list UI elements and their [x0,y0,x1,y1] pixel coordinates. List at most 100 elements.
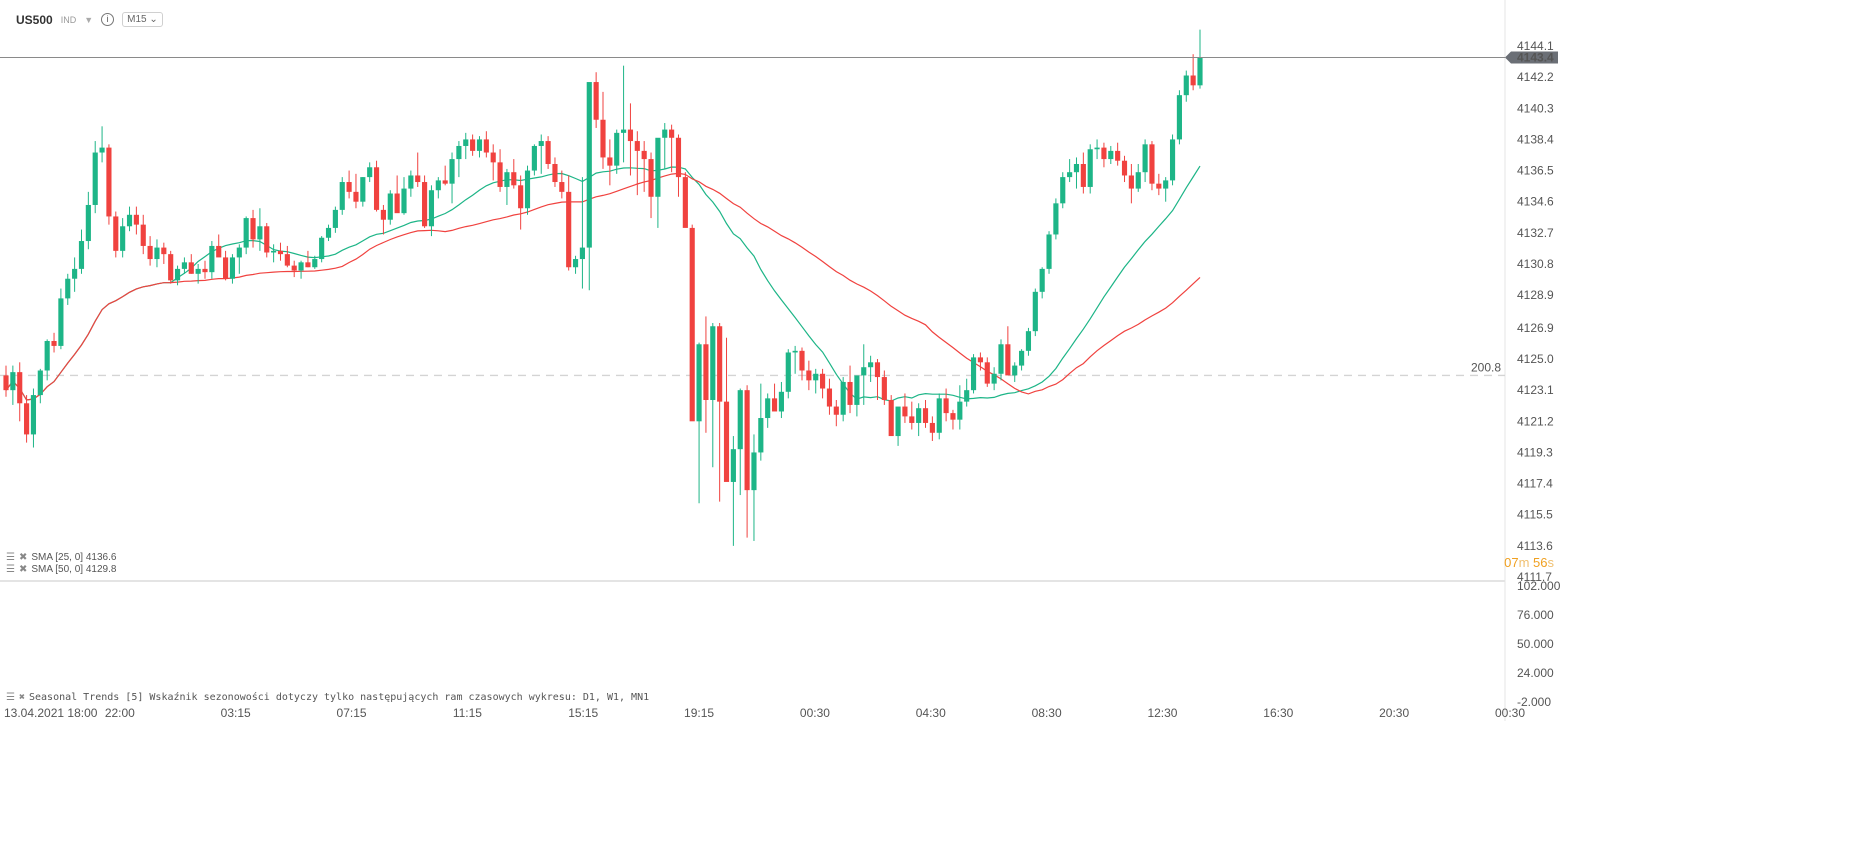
candle-body [758,418,764,453]
candle [1128,164,1134,204]
candle-body [1032,291,1038,332]
candle-body [840,381,846,415]
candle-body [847,381,853,405]
x-tick-label: 20:30 [1379,706,1409,720]
candle-body [744,390,750,491]
candle-body [792,350,798,353]
candle [579,177,585,289]
candle-body [250,218,256,240]
candle-body [737,390,743,450]
candle [675,134,682,197]
candle [202,260,208,279]
settings-icon[interactable]: ☰ [6,564,15,575]
candle [209,241,215,279]
close-icon[interactable]: ✖ [18,692,25,703]
candle [669,124,675,173]
candle-body [730,449,736,482]
candle [1176,90,1182,145]
info-icon[interactable]: i [101,13,115,26]
candle-body [648,159,654,197]
y-tick-label: 4119.3 [1517,445,1553,459]
chart-header: US500 IND ▼ i M15 ⌄ [16,12,163,27]
candle [442,165,448,186]
candle-body [58,298,64,346]
candle-body [1121,160,1128,176]
candle-body [1128,175,1134,189]
candle [339,177,345,215]
caret-down-icon[interactable]: ▼ [84,14,94,25]
candle [977,352,983,371]
candle [868,355,874,382]
candle-body [1135,172,1141,189]
candle [408,170,414,197]
candle [476,136,483,158]
close-icon[interactable]: ✖ [18,552,28,563]
candle-body [572,259,579,268]
candle-body [991,373,997,384]
candle-body [545,141,551,164]
y-tick-label: 4136.5 [1517,164,1554,178]
candle-body [325,227,332,238]
seasonal-label: Seasonal Trends [5] Wskaźnik sezonowości… [29,692,650,703]
candle-body [99,147,105,153]
candle-body [984,362,990,384]
candle [264,223,270,258]
sma50-legend[interactable]: ☰ ✖ SMA [50, 0] 4129.8 [6,564,116,575]
candle-body [998,344,1004,374]
candle-body [909,416,915,423]
y-tick-label: 4123.1 [1517,383,1554,397]
candle [854,375,860,417]
candle-body [1046,234,1052,269]
candle-body [216,245,222,258]
y-tick-label: 4117.4 [1517,477,1553,491]
settings-icon[interactable]: ☰ [6,552,15,563]
countdown-s: s [1547,555,1555,570]
candle [1012,362,1018,382]
candle [785,349,791,399]
candle-body [902,406,908,417]
candle [10,365,16,405]
candle-body [524,170,531,209]
candle [325,224,332,242]
seasonal-legend[interactable]: ☰ ✖ Seasonal Trends [5] Wskaźnik sezonow… [6,692,649,703]
candle-body [669,129,675,138]
x-tick-label: 00:30 [1495,706,1525,720]
candle [470,134,476,156]
candle-body [813,373,819,381]
candle [1019,349,1025,371]
x-tick-label: 15:15 [568,706,598,720]
candle-body [339,182,345,210]
candle-body [188,262,194,274]
candle-body [72,268,78,279]
timeframe-selector[interactable]: M15 ⌄ [122,12,163,27]
candle [552,157,558,187]
y-tick-label: 4144.1 [1517,39,1554,53]
settings-icon[interactable]: ☰ [6,692,15,703]
candle [902,393,908,423]
candle [24,395,30,443]
candle [655,137,661,228]
candle-body [202,268,208,273]
candle-body [881,377,887,400]
candle-body [442,180,448,184]
candle [250,209,256,248]
candle [572,255,579,274]
candle-body [456,145,462,160]
candle-body [3,375,9,391]
current-price-label: 4143.4 [1517,50,1554,64]
symbol-label[interactable]: US500 [16,12,53,27]
candle-body [284,254,290,266]
close-icon[interactable]: ✖ [18,564,28,575]
sma25-legend[interactable]: ☰ ✖ SMA [25, 0] 4136.6 [6,552,116,563]
candle-body [854,375,860,405]
candle [394,175,400,214]
candle-body [820,373,826,389]
candle [737,388,743,496]
candle-body [655,137,661,197]
candle-body [518,185,524,209]
candle [229,254,236,284]
candle-body [785,352,791,392]
candle-body [1080,164,1086,187]
candle [600,91,606,169]
